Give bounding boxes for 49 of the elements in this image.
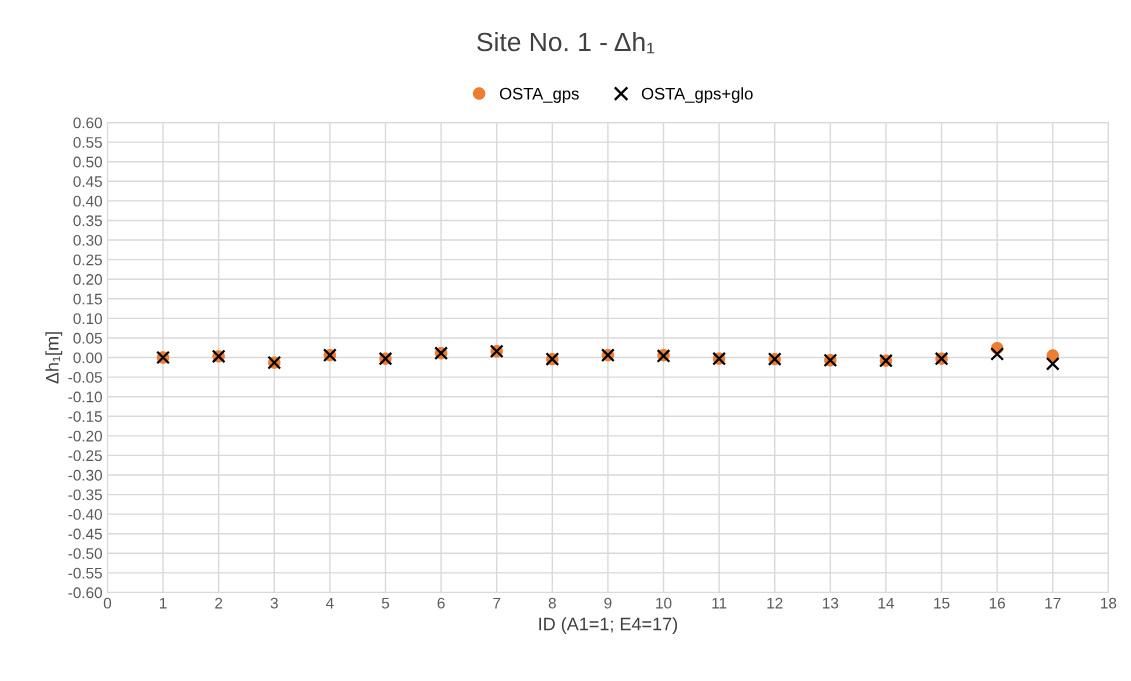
x-tick-label: 17 [1045,597,1061,609]
y-tick-label: -0.10 [68,391,102,403]
x-tick-label: 8 [548,597,556,609]
y-tick-label: -0.60 [68,587,102,599]
x-tick-label: 12 [767,597,783,609]
x-tick-label: 13 [823,597,839,609]
x-tick-label: 15 [934,597,950,609]
legend-label: OSTA_gps [499,87,579,103]
y-tick-label: 0.60 [73,117,102,129]
y-axis-title: Δh₁[m] [45,332,63,384]
y-tick-label: 0.35 [73,215,102,227]
y-tick-label: 0.55 [73,137,102,148]
y-tick-label: -0.15 [68,411,102,422]
y-tick-label: -0.25 [68,450,102,462]
x-tick-label: 5 [381,597,390,609]
x-tick-label: 18 [1101,597,1117,609]
y-tick-label: 0.10 [73,313,102,325]
x-tick-label: 9 [604,597,612,609]
y-tick-label: 0.50 [73,156,102,168]
y-tick-label: -0.45 [68,528,102,540]
x-axis-title: ID (A1=1; E4=17) [539,617,678,634]
y-tick-label: 0.15 [73,293,102,305]
y-tick-label: 0.40 [73,195,102,207]
y-tick-label: -0.55 [68,567,102,579]
y-tick-label: -0.05 [68,371,102,383]
x-tick-label: 0 [103,597,112,609]
chart-title: Site No. 1 - Δh₁ [477,31,655,54]
y-tick-label: 0.05 [73,332,102,344]
legend-label: OSTA_gps+glo [641,87,753,103]
x-tick-label: 16 [989,597,1005,609]
y-tick-label: 0.25 [73,254,102,266]
y-tick-label: -0.35 [68,489,102,501]
y-tick-label: -0.30 [68,469,102,481]
x-tick-label: 11 [712,597,727,609]
y-tick-label: 0.45 [73,176,102,187]
x-tick-label: 7 [493,597,501,609]
y-tick-label: -0.40 [68,509,102,520]
y-tick-label: -0.50 [68,548,102,559]
y-tick-label: 0.30 [73,234,102,246]
x-tick-label: 10 [656,597,672,609]
x-tick-label: 6 [437,597,445,609]
x-tick-label: 4 [325,597,334,609]
x-tick-label: 2 [215,597,223,609]
y-tick-label: 0.00 [73,352,102,364]
y-tick-label: 0.20 [73,274,102,285]
y-tick-label: -0.20 [68,430,102,442]
x-tick-label: 14 [878,597,894,609]
x-tick-label: 3 [270,597,278,609]
x-tick-label: 1 [159,597,167,609]
